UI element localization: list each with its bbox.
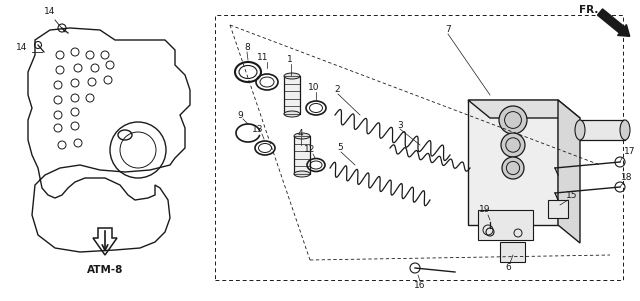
Text: 10: 10	[308, 83, 320, 92]
Circle shape	[499, 106, 527, 134]
Text: 13: 13	[252, 126, 264, 135]
Text: 2: 2	[334, 85, 340, 95]
Text: 12: 12	[304, 145, 316, 154]
Text: 19: 19	[479, 206, 491, 215]
Bar	[294, 136, 310, 174]
Bar	[284, 76, 300, 114]
Text: FR.: FR.	[579, 5, 598, 15]
Text: 5: 5	[337, 144, 343, 153]
Text: 14: 14	[16, 44, 28, 52]
Text: 6: 6	[505, 263, 511, 272]
Bar	[580, 120, 625, 140]
Text: 9: 9	[237, 110, 243, 119]
Polygon shape	[558, 100, 580, 243]
Text: 4: 4	[297, 129, 303, 138]
Text: 11: 11	[257, 54, 269, 63]
Text: 17: 17	[624, 147, 636, 157]
Ellipse shape	[284, 111, 300, 117]
Polygon shape	[468, 100, 558, 225]
FancyArrow shape	[598, 9, 630, 36]
Ellipse shape	[575, 120, 585, 140]
Text: 14: 14	[44, 8, 56, 17]
Ellipse shape	[294, 171, 310, 177]
Circle shape	[501, 133, 525, 157]
Text: 3: 3	[397, 120, 403, 129]
Ellipse shape	[284, 73, 300, 79]
Circle shape	[502, 157, 524, 179]
Polygon shape	[468, 100, 580, 118]
Polygon shape	[548, 200, 568, 218]
Polygon shape	[478, 210, 533, 240]
Text: 8: 8	[244, 44, 250, 52]
Polygon shape	[500, 242, 525, 262]
Ellipse shape	[294, 133, 310, 139]
Text: ATM-8: ATM-8	[87, 265, 123, 275]
Text: 16: 16	[414, 281, 426, 290]
Ellipse shape	[620, 120, 630, 140]
Text: 1: 1	[287, 55, 293, 64]
Text: 7: 7	[445, 26, 451, 35]
Text: 15: 15	[566, 191, 578, 200]
Bar	[215, 15, 623, 280]
Text: 18: 18	[621, 173, 633, 182]
